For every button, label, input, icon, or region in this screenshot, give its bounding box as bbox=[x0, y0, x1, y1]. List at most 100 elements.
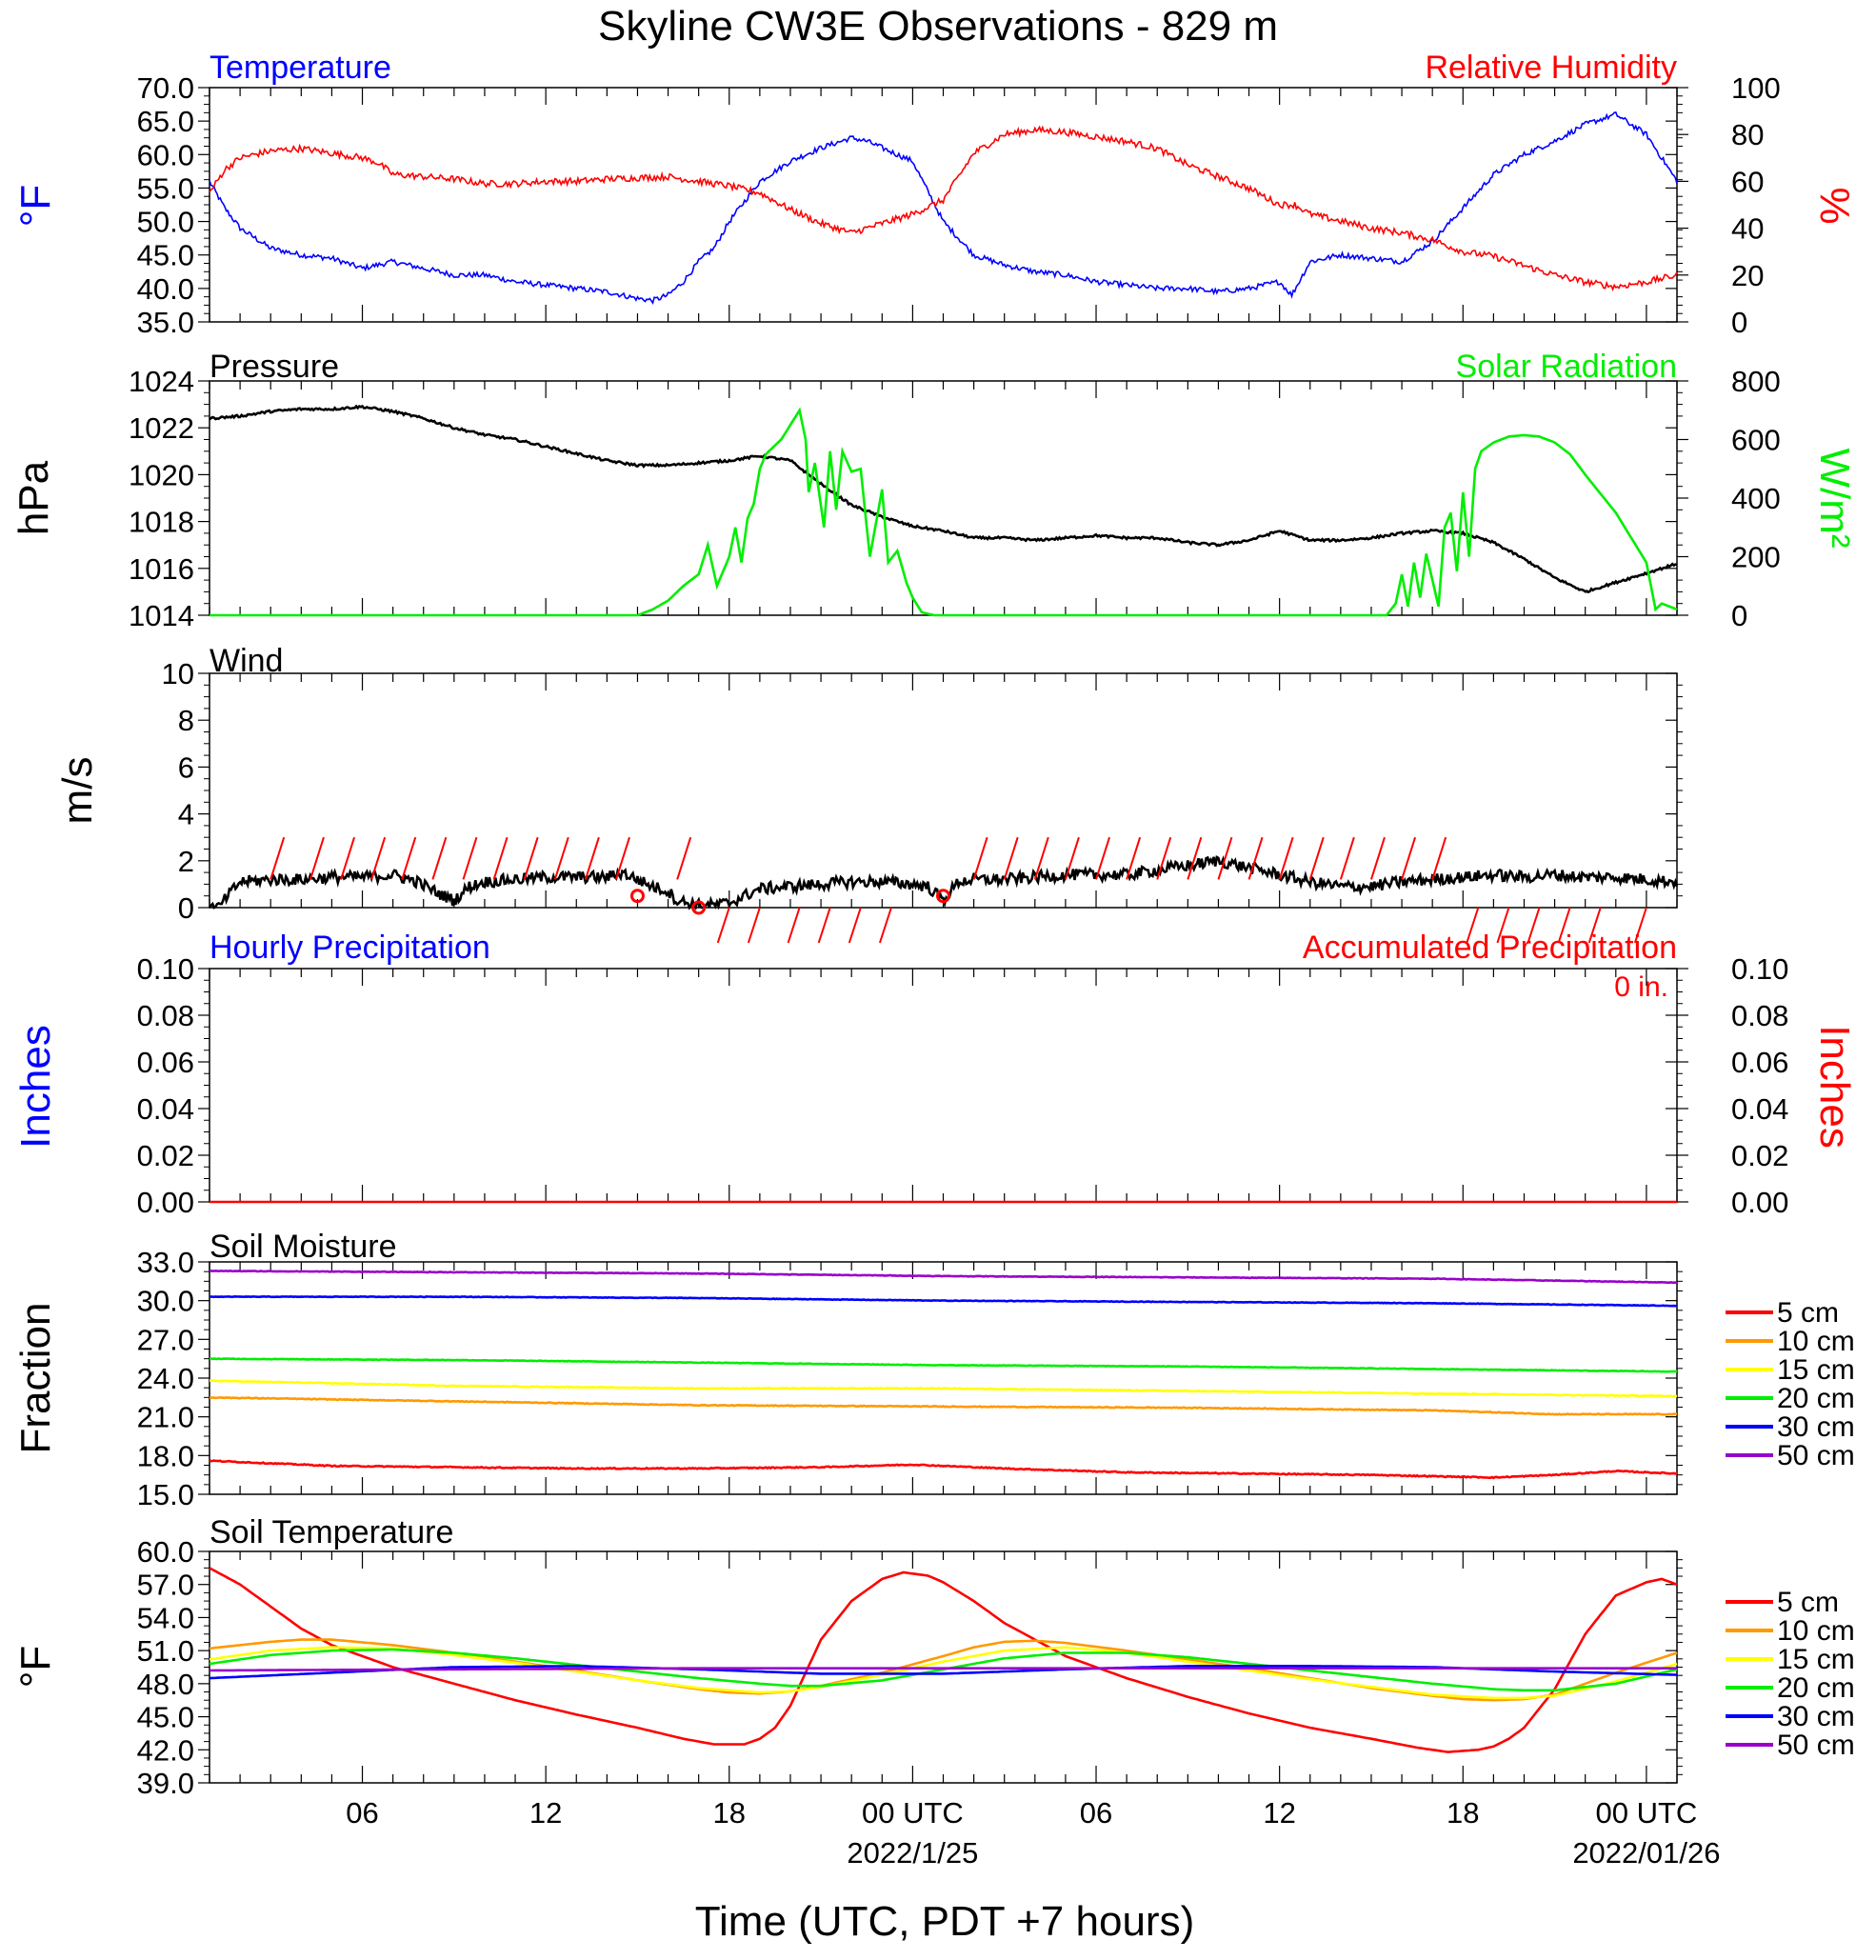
series-line-relative-humidity bbox=[209, 125, 1678, 292]
y-tick-label-right: 80 bbox=[1731, 118, 1764, 151]
humidity-axis-label: % bbox=[1811, 187, 1858, 224]
legend-label: 15 cm bbox=[1777, 1354, 1855, 1386]
calm-wind-marker bbox=[936, 889, 950, 904]
series-line-15-cm bbox=[209, 1646, 1678, 1700]
y-tick-label-left: 0.06 bbox=[137, 1046, 194, 1079]
y-tick-label-left: 1018 bbox=[129, 506, 194, 539]
wind-barb bbox=[523, 836, 539, 880]
wind-axis-label: m/s bbox=[54, 757, 101, 825]
y-tick-label-right: 0.10 bbox=[1731, 952, 1788, 986]
wind-barb bbox=[1064, 836, 1080, 880]
wind-barb bbox=[972, 836, 988, 880]
x-tick-label: 06 bbox=[1080, 1796, 1112, 1830]
y-tick-label-left: 1014 bbox=[129, 599, 194, 632]
wind-barb bbox=[584, 836, 600, 880]
soil-temperature-panel: Soil Temperature °F 39.042.045.048.051.0… bbox=[12, 1514, 1855, 1800]
y-tick-label-left: 15.0 bbox=[137, 1478, 194, 1511]
series-line-30-cm bbox=[209, 1294, 1678, 1308]
solar-axis-label: W/m² bbox=[1811, 448, 1858, 548]
y-tick-label-right: 800 bbox=[1731, 365, 1781, 398]
wind-barb bbox=[1466, 907, 1480, 944]
pressure-solar-panel: Pressure Solar Radiation hPa W/m² 1014 10… bbox=[10, 349, 1858, 632]
y-tick-label-left: 0.10 bbox=[137, 952, 194, 986]
wind-barb bbox=[1095, 836, 1110, 880]
y-tick-label-right: 200 bbox=[1731, 541, 1781, 574]
y-tick-label-right: 0.08 bbox=[1731, 999, 1788, 1032]
wind-barb bbox=[848, 907, 862, 944]
legend-label: 10 cm bbox=[1777, 1615, 1855, 1647]
wind-barb bbox=[401, 836, 417, 880]
x-tick-label: 06 bbox=[346, 1796, 378, 1830]
wind-barb bbox=[431, 836, 448, 880]
legend-label: 10 cm bbox=[1777, 1326, 1855, 1357]
legend-label: 5 cm bbox=[1777, 1587, 1839, 1618]
y-tick-label-left: 18.0 bbox=[137, 1439, 194, 1472]
chart-title: Skyline CW3E Observations - 829 m bbox=[598, 3, 1278, 50]
wind-barb bbox=[1587, 907, 1602, 944]
y-tick-label-right: 0 bbox=[1731, 306, 1747, 339]
temperature-title: Temperature bbox=[210, 50, 391, 86]
legend-label: 50 cm bbox=[1777, 1440, 1855, 1471]
y-tick-label-left: 33.0 bbox=[137, 1246, 194, 1279]
y-tick-label-left: 39.0 bbox=[137, 1767, 194, 1800]
series-line-pressure bbox=[209, 404, 1678, 594]
wind-barb bbox=[1003, 836, 1019, 880]
wind-barb bbox=[787, 907, 801, 944]
calm-wind-marker bbox=[691, 900, 707, 915]
y-tick-label-left: 65.0 bbox=[137, 105, 194, 138]
y-tick-label-left: 48.0 bbox=[137, 1668, 194, 1701]
y-tick-label-left: 21.0 bbox=[137, 1401, 194, 1434]
plot-frame bbox=[209, 380, 1678, 616]
legend-label: 20 cm bbox=[1777, 1672, 1855, 1704]
wind-barb bbox=[1527, 907, 1541, 944]
legend-label: 5 cm bbox=[1777, 1297, 1839, 1329]
wind-barb bbox=[1156, 836, 1172, 880]
wind-barb bbox=[1247, 836, 1264, 880]
wind-barb bbox=[1496, 907, 1510, 944]
y-tick-label-left: 2 bbox=[178, 845, 194, 878]
x-tick-label: 18 bbox=[1447, 1796, 1479, 1830]
y-tick-label-left: 45.0 bbox=[137, 1701, 194, 1734]
y-tick-label-left: 0.08 bbox=[137, 999, 194, 1032]
y-tick-label-left: 0.04 bbox=[137, 1092, 194, 1126]
y-tick-label-right: 20 bbox=[1731, 259, 1764, 292]
y-tick-label-left: 4 bbox=[178, 798, 194, 831]
wind-barb bbox=[716, 907, 730, 944]
wind-barb bbox=[492, 836, 509, 880]
solar-title: Solar Radiation bbox=[1456, 349, 1677, 385]
y-tick-label-left: 51.0 bbox=[137, 1634, 194, 1668]
calm-wind-marker bbox=[629, 889, 645, 904]
series-line-temperature bbox=[209, 110, 1678, 306]
y-tick-label-right: 0.06 bbox=[1731, 1046, 1788, 1079]
x-tick-label: 12 bbox=[1263, 1796, 1295, 1830]
y-tick-label-right: 0.02 bbox=[1731, 1139, 1788, 1172]
wind-barb bbox=[615, 836, 630, 880]
wind-barb bbox=[676, 836, 692, 880]
y-tick-label-left: 57.0 bbox=[137, 1569, 194, 1602]
wind-barb bbox=[1187, 836, 1203, 880]
wind-barb bbox=[462, 836, 478, 880]
wind-barb bbox=[1431, 836, 1447, 880]
y-tick-label-left: 1016 bbox=[129, 552, 194, 586]
soil-temperature-axis-label: °F bbox=[12, 1646, 59, 1688]
wind-barb bbox=[340, 836, 356, 880]
wind-barb bbox=[1033, 836, 1049, 880]
accum-precip-title: Accumulated Precipitation bbox=[1303, 930, 1677, 966]
y-tick-label-right: 40 bbox=[1731, 212, 1764, 246]
wind-barb bbox=[747, 907, 761, 944]
series-line-solar-radiation bbox=[210, 407, 1678, 617]
pressure-axis-label: hPa bbox=[10, 460, 57, 535]
wind-barb bbox=[1401, 836, 1417, 880]
series-line-50-cm bbox=[209, 1269, 1678, 1285]
y-tick-label-left: 30.0 bbox=[137, 1285, 194, 1318]
y-tick-label-left: 27.0 bbox=[137, 1323, 194, 1356]
series-line-50-cm bbox=[210, 1667, 1677, 1672]
y-tick-label-left: 50.0 bbox=[137, 206, 194, 239]
wind-barb bbox=[269, 836, 286, 880]
y-tick-label-right: 0.00 bbox=[1731, 1186, 1788, 1219]
wind-barb bbox=[370, 836, 387, 880]
wind-barb bbox=[1339, 836, 1355, 880]
hourly-precip-axis-label: Inches bbox=[12, 1025, 59, 1149]
wind-barb bbox=[553, 836, 569, 880]
